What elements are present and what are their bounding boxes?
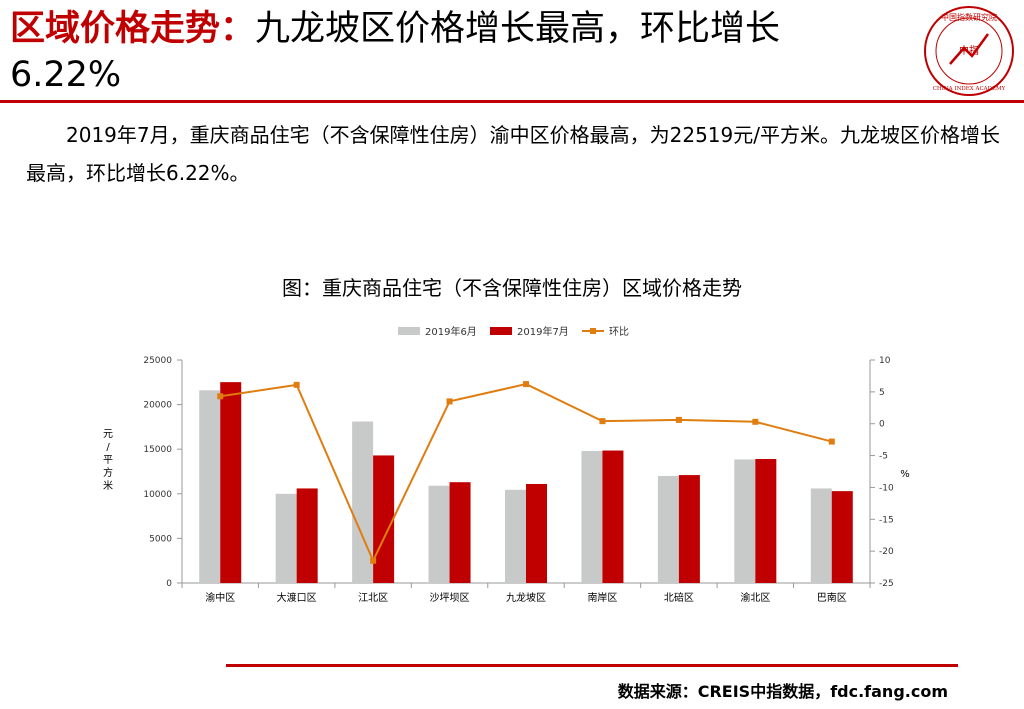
bar-june (275, 493, 297, 583)
bar-july (373, 455, 395, 583)
bar-july (602, 450, 624, 583)
x-tick-label: 大渡口区 (277, 591, 317, 604)
slide-title: 区域价格走势：九龙坡区价格增长最高，环比增长6.22% (10, 6, 890, 98)
legend-label: 2019年7月 (517, 325, 569, 338)
summary-paragraph: 2019年7月，重庆商品住宅（不含保障性住房）渝中区价格最高，为22519元/平… (26, 123, 1000, 185)
bar-june (199, 390, 221, 583)
line-point (370, 557, 377, 564)
y-left-tick-label: 15000 (143, 445, 172, 455)
bar-june (505, 489, 526, 583)
y-left-tick-label: 10000 (143, 490, 172, 500)
legend-label: 环比 (609, 326, 629, 338)
line-point (446, 398, 453, 405)
y-left-tick-label: 20000 (143, 401, 172, 411)
y-left-tick-label: 25000 (143, 356, 172, 366)
bar-june (581, 450, 603, 583)
bar-july (296, 488, 318, 583)
y-right-tick-label: -20 (879, 547, 894, 557)
line-point (217, 393, 224, 400)
bar-july (526, 483, 547, 583)
bar-june (428, 485, 450, 583)
bar-june (810, 488, 832, 583)
legend-swatch (490, 327, 512, 335)
bar-july (220, 382, 242, 583)
x-tick-label: 渝中区 (205, 591, 235, 604)
bar-july (678, 475, 700, 583)
line-point (293, 381, 300, 388)
slide-title-highlight: 区域价格走势： (10, 9, 256, 49)
y-right-tick-label: -10 (879, 483, 894, 493)
x-tick-label: 北碚区 (664, 591, 694, 604)
bar-july (755, 459, 777, 583)
line-point (752, 418, 759, 425)
y-right-tick-label: 0 (879, 420, 885, 430)
x-tick-label: 沙坪坝区 (430, 591, 470, 604)
y-axis-label-char: 方 (103, 466, 113, 479)
bar-june (657, 475, 679, 583)
y-right-tick-label: 10 (879, 356, 891, 366)
x-tick-label: 渝北区 (740, 591, 770, 604)
y-right-tick-label: 5 (879, 388, 885, 398)
logo-center-text: 中指 (959, 44, 979, 57)
x-tick-label: 南岸区 (587, 591, 617, 604)
china-index-academy-logo: 中国指数研究院 中指 CHINA INDEX ACADEMY (924, 6, 1014, 96)
line-point (599, 418, 606, 425)
footer-divider (226, 664, 958, 667)
y-right-tick-label: -15 (879, 515, 894, 525)
district-price-chart: 0 5000 10000 15000 20000 25000 10 5 0 -5 -10 -15 -20… (103, 325, 910, 604)
line-point (675, 416, 682, 423)
legend-label: 2019年6月 (425, 325, 477, 338)
y-left-tick-label: 5000 (149, 534, 172, 544)
legend-swatch-marker (590, 328, 596, 334)
data-source: 数据来源：CREIS中指数据，fdc.fang.com (617, 682, 948, 701)
y-left-tick-label: 0 (166, 579, 172, 589)
x-tick-label: 九龙坡区 (506, 591, 546, 604)
logo-bottom-text: CHINA INDEX ACADEMY (933, 86, 1006, 92)
chart-caption: 图：重庆商品住宅（不含保障性住房）区域价格走势 (282, 276, 742, 300)
y-axis-label-char: / (106, 442, 110, 453)
logo-top-text: 中国指数研究院 (941, 12, 997, 22)
y-right-tick-label: -25 (879, 579, 894, 589)
line-point (828, 438, 835, 445)
slide-title-text: 九龙坡区价格增长最高，环比增长6.22% (10, 9, 781, 95)
x-tick-label: 巴南区 (817, 591, 847, 604)
bar-july (831, 491, 853, 583)
bar-june (734, 459, 756, 583)
legend-swatch (398, 327, 420, 335)
bar-june (352, 421, 374, 583)
line-point (523, 381, 529, 388)
y-right-tick-label: -5 (879, 452, 888, 462)
x-tick-label: 江北区 (358, 592, 388, 604)
y2-axis-label: % (900, 469, 910, 480)
title-divider (0, 100, 1024, 103)
y-axis-label-char: 平 (103, 455, 113, 466)
bar-july (449, 482, 471, 583)
y-axis-label-char: 米 (103, 479, 113, 492)
y-axis-label-char: 元 (103, 429, 113, 440)
